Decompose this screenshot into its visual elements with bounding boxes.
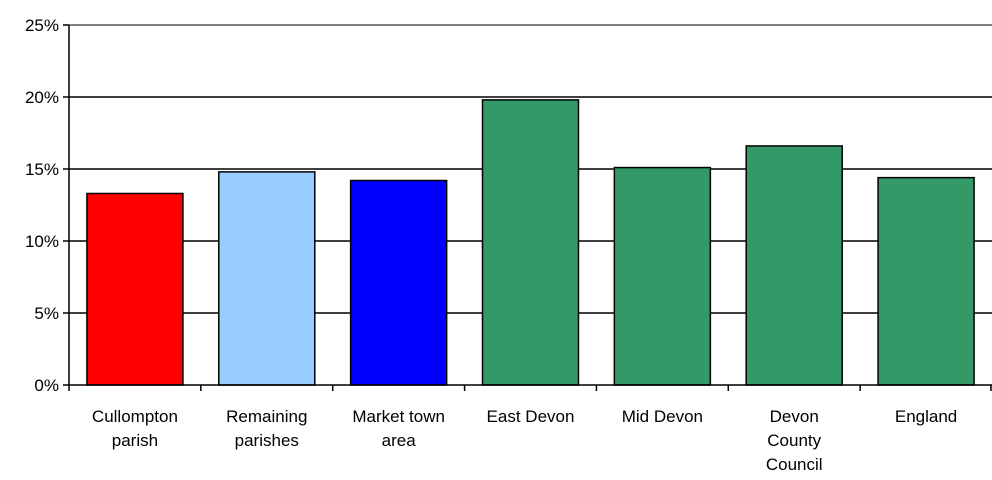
bar-4	[613, 166, 712, 386]
x-tick-label: Market town area	[352, 407, 445, 450]
bar-2	[349, 179, 448, 386]
x-tick-label: Devon County Council	[766, 407, 823, 474]
y-tick-label: 5%	[34, 304, 59, 323]
x-tick-label: Remaining parishes	[226, 407, 307, 450]
y-tick-label: 25%	[25, 16, 59, 35]
bar-1	[218, 171, 316, 386]
x-tick-label: East Devon	[487, 407, 575, 426]
axes	[63, 24, 992, 391]
bar-0	[86, 192, 184, 386]
x-tick-label: Cullompton parish	[92, 407, 178, 450]
y-tick-label: 15%	[25, 160, 59, 179]
bar-6	[877, 176, 975, 386]
y-tick-labels: 0% 5% 10% 15% 20% 25%	[25, 16, 59, 395]
bar-5	[745, 145, 843, 386]
x-tick-label: Mid Devon	[622, 407, 703, 426]
bar-3	[481, 99, 580, 386]
x-tick-labels: Cullompton parish Remaining parishes Market …	[92, 407, 957, 474]
y-tick-label: 20%	[25, 88, 59, 107]
bars	[86, 99, 975, 386]
x-tick-label: England	[895, 407, 957, 426]
y-tick-label: 0%	[34, 376, 59, 395]
y-tick-label: 10%	[25, 232, 59, 251]
